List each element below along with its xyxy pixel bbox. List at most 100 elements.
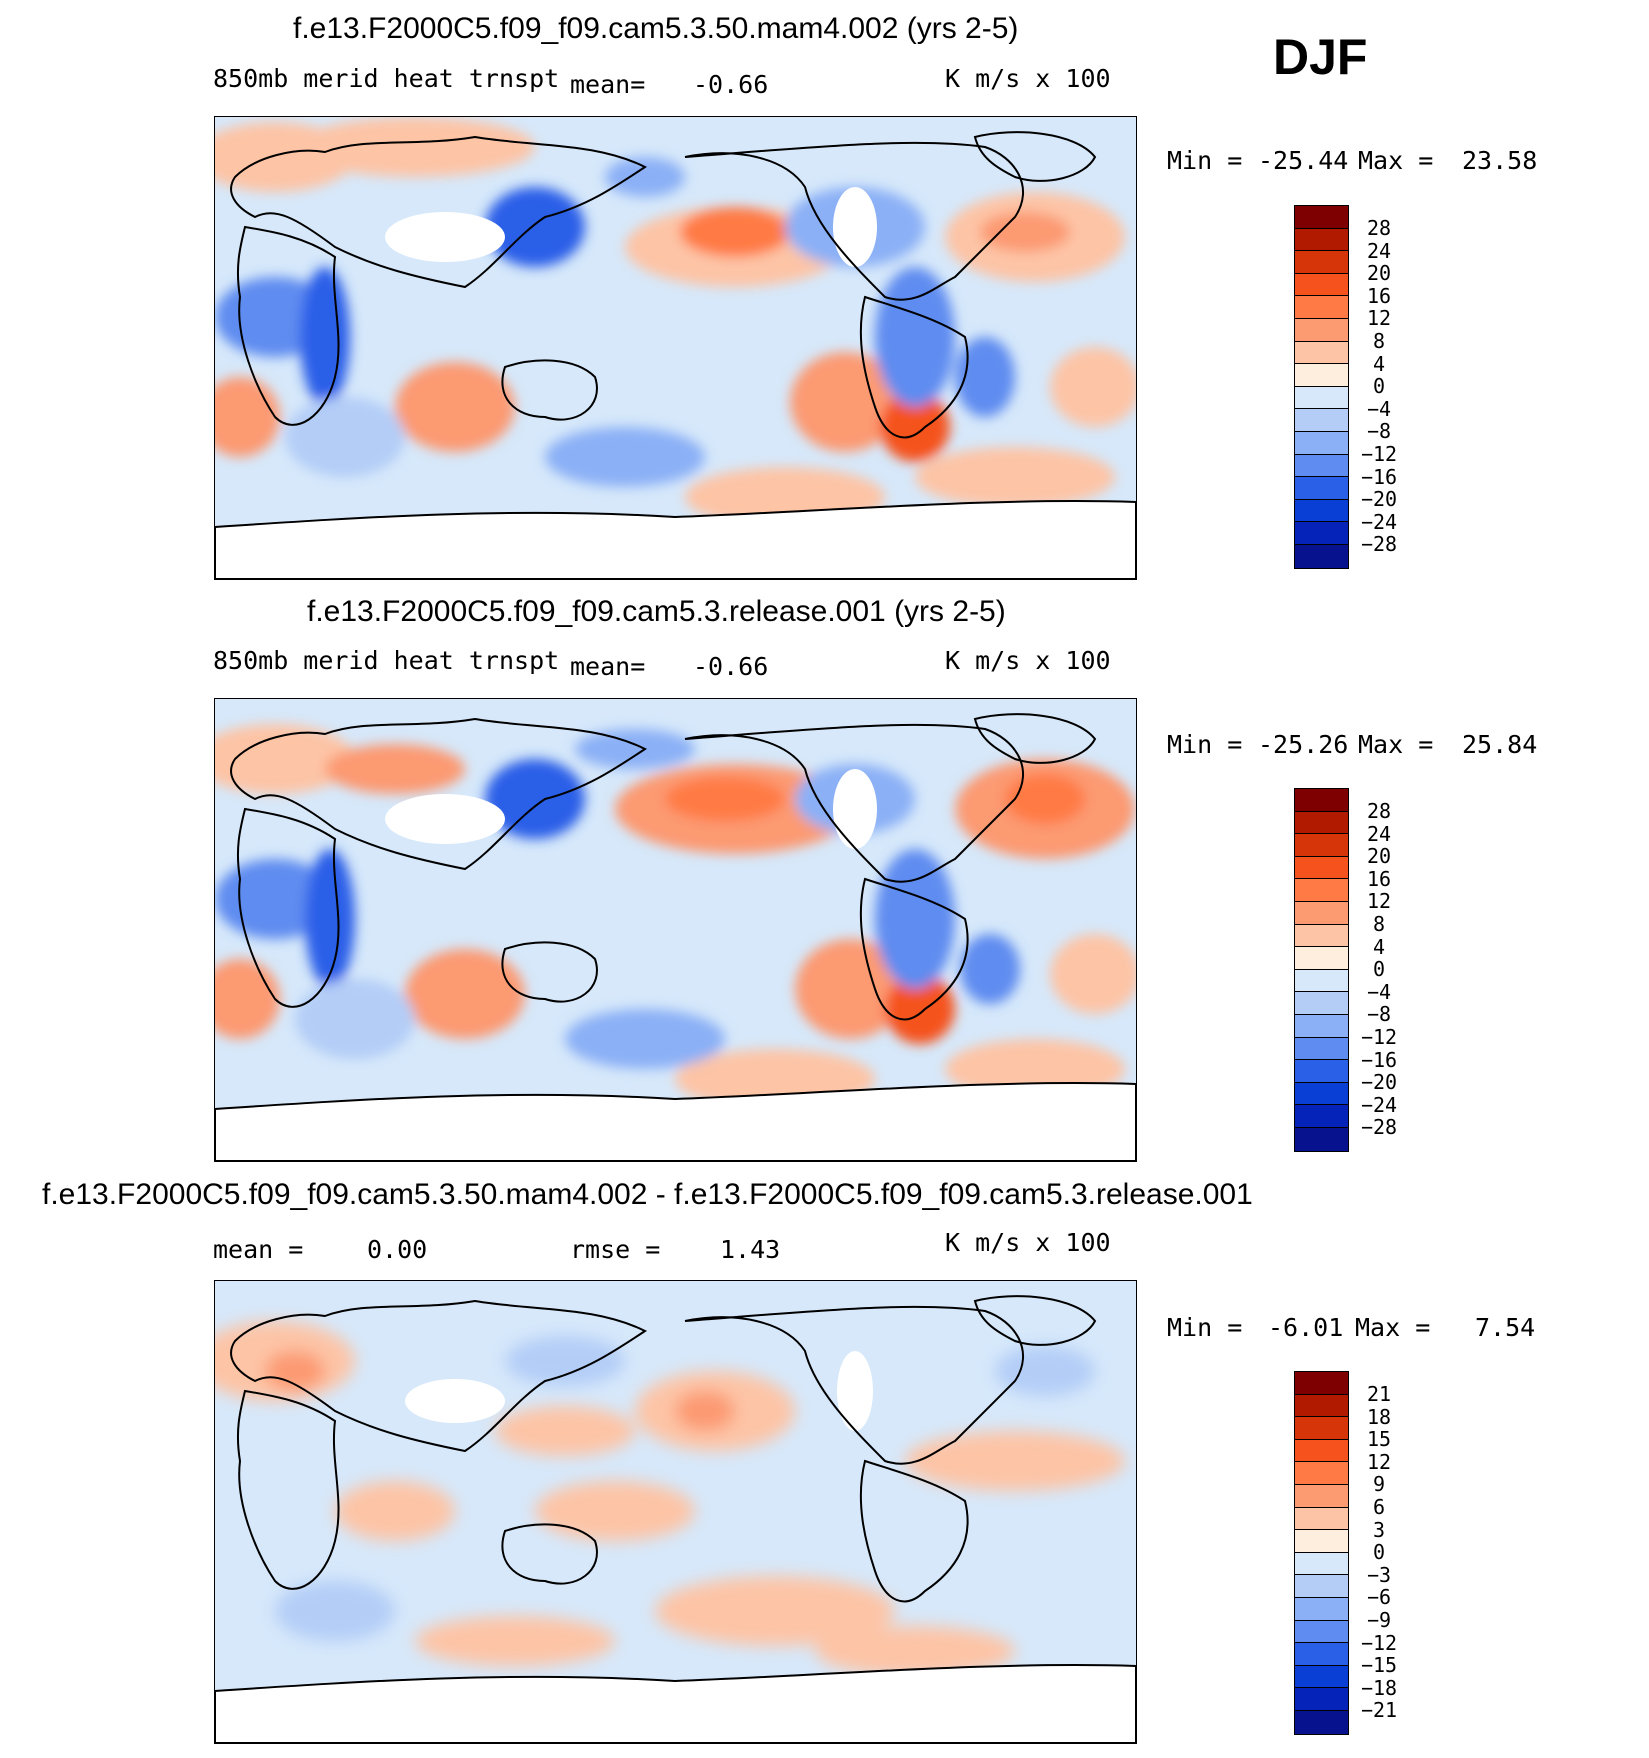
- colorbar-tick-label: 0: [1372, 374, 1386, 399]
- colorbar-swatch: [1295, 1665, 1348, 1689]
- panel-2-map-svg: [215, 699, 1136, 1161]
- colorbar-tick-label: 8: [1372, 328, 1386, 353]
- colorbar-tick-label: −21: [1360, 1698, 1398, 1723]
- panel-3-map: [214, 1280, 1137, 1744]
- colorbar-swatch: [1295, 1060, 1348, 1083]
- panel-3-mean-label: mean =: [213, 1235, 304, 1264]
- colorbar-swatch: [1295, 1462, 1348, 1485]
- colorbar-swatch: [1295, 431, 1348, 455]
- colorbar-tick-label: 28: [1366, 216, 1392, 240]
- colorbar-tick-label: 12: [1366, 889, 1392, 914]
- colorbar-swatch: [1295, 386, 1348, 410]
- colorbar-swatch: [1295, 1014, 1348, 1038]
- colorbar-swatch: [1295, 296, 1348, 319]
- colorbar-swatch: [1295, 879, 1348, 902]
- panel-2-max-value: 25.84: [1462, 730, 1538, 759]
- panel-2-min-value: -25.26: [1258, 730, 1349, 759]
- colorbar-tick-label: 12: [1366, 306, 1392, 331]
- colorbar-tick-label: 28: [1366, 799, 1392, 823]
- colorbar-swatch: [1295, 969, 1348, 993]
- colorbar-swatch: [1295, 1372, 1348, 1395]
- colorbar-swatch: [1295, 1082, 1348, 1106]
- colorbar-swatch: [1295, 454, 1348, 478]
- colorbar-swatch: [1295, 1688, 1348, 1711]
- panel-2-colorbar: [1294, 788, 1349, 1152]
- colorbar-tick-label: −28: [1360, 1115, 1398, 1140]
- colorbar-swatch: [1295, 409, 1348, 432]
- panel-3-rmse-value: 1.43: [720, 1235, 781, 1264]
- panel-2-units: K m/s x 100: [945, 646, 1111, 675]
- colorbar-tick-label: 21: [1366, 1382, 1392, 1406]
- panel-1-colorbar-ticks: 28 24 20 16 12 8 4 0 −4 −8 −12 −16 −20 −24 −28: [1361, 218, 1404, 557]
- colorbar-tick-label: 24: [1366, 821, 1392, 846]
- colorbar-swatch: [1295, 341, 1348, 365]
- colorbar-swatch: [1295, 1552, 1348, 1576]
- colorbar-tick-label: 4: [1372, 934, 1386, 959]
- colorbar-tick-label: −4: [1366, 396, 1392, 421]
- colorbar-tick-label: 20: [1366, 261, 1392, 286]
- panel-2-field-label: 850mb merid heat trnspt: [213, 646, 560, 675]
- panel-3-colorbar: [1294, 1371, 1349, 1735]
- colorbar-tick-label: 18: [1366, 1404, 1392, 1429]
- panel-3-map-svg: [215, 1281, 1136, 1743]
- colorbar-tick-label: −8: [1366, 419, 1392, 444]
- colorbar-swatch: [1295, 947, 1348, 970]
- colorbar-tick-label: −20: [1360, 1070, 1398, 1095]
- season-label: DJF: [1273, 29, 1368, 85]
- colorbar-tick-label: −12: [1360, 441, 1398, 466]
- colorbar-swatch: [1295, 1597, 1348, 1621]
- colorbar-swatch: [1295, 1575, 1348, 1598]
- colorbar-tick-label: −12: [1360, 1630, 1398, 1655]
- colorbar-tick-label: 0: [1372, 957, 1386, 982]
- colorbar-tick-label: −4: [1366, 979, 1392, 1004]
- colorbar-tick-label: −3: [1366, 1562, 1392, 1587]
- colorbar-swatch: [1295, 1105, 1348, 1128]
- colorbar-swatch: [1295, 834, 1348, 857]
- panel-2-min-label: Min =: [1167, 730, 1243, 759]
- colorbar-tick-label: −16: [1360, 464, 1398, 489]
- colorbar-swatch: [1295, 789, 1348, 812]
- colorbar-tick-label: 9: [1372, 1472, 1386, 1497]
- colorbar-swatch: [1295, 318, 1348, 342]
- colorbar-swatch: [1295, 1037, 1348, 1061]
- colorbar-swatch: [1295, 1643, 1348, 1666]
- colorbar-swatch: [1295, 273, 1348, 297]
- panel-1-map: [214, 116, 1137, 580]
- panel-1-mean-label: mean=: [570, 70, 646, 99]
- colorbar-tick-label: −28: [1360, 532, 1398, 557]
- panel-1-colorbar: [1294, 205, 1349, 569]
- colorbar-swatch: [1295, 856, 1348, 880]
- colorbar-tick-label: −15: [1360, 1653, 1398, 1678]
- colorbar-swatch: [1295, 522, 1348, 545]
- colorbar-tick-label: −18: [1360, 1675, 1398, 1700]
- colorbar-tick-label: 16: [1366, 866, 1392, 891]
- colorbar-swatch: [1295, 1127, 1348, 1151]
- panel-1-mean-value: -0.66: [693, 70, 769, 99]
- panel-3-title: f.e13.F2000C5.f09_f09.cam5.3.50.mam4.002…: [42, 1178, 1253, 1211]
- colorbar-swatch: [1295, 1507, 1348, 1531]
- colorbar-swatch: [1295, 811, 1348, 835]
- panel-3-min-value: -6.01: [1268, 1313, 1344, 1342]
- panel-2-mean-value: -0.66: [693, 652, 769, 681]
- panel-1-min-label: Min =: [1167, 146, 1243, 175]
- colorbar-tick-label: −16: [1360, 1047, 1398, 1072]
- colorbar-tick-label: 4: [1372, 351, 1386, 376]
- panel-3-colorbar-ticks: 21 18 15 12 9 6 3 0 −3 −6 −9 −12 −15 −18 −21: [1361, 1384, 1404, 1723]
- colorbar-swatch: [1295, 1710, 1348, 1734]
- colorbar-tick-label: −6: [1366, 1585, 1392, 1610]
- panel-2-colorbar-ticks: 28 24 20 16 12 8 4 0 −4 −8 −12 −16 −20 −24 −28: [1361, 801, 1404, 1140]
- panel-2-title: f.e13.F2000C5.f09_f09.cam5.3.release.001…: [307, 595, 1006, 628]
- panel-1-max-label: Max =: [1358, 146, 1434, 175]
- colorbar-tick-label: 24: [1366, 238, 1392, 263]
- colorbar-tick-label: 20: [1366, 844, 1392, 869]
- panel-2-map: [214, 698, 1137, 1162]
- panel-1-units: K m/s x 100: [945, 64, 1111, 93]
- panel-3-mean-value: 0.00: [367, 1235, 428, 1264]
- colorbar-tick-label: −24: [1360, 1092, 1398, 1117]
- panel-1-map-svg: [215, 117, 1136, 579]
- colorbar-tick-label: −9: [1366, 1607, 1392, 1632]
- colorbar-swatch: [1295, 1439, 1348, 1463]
- colorbar-swatch: [1295, 1417, 1348, 1440]
- panel-1-max-value: 23.58: [1462, 146, 1538, 175]
- panel-1-title: f.e13.F2000C5.f09_f09.cam5.3.50.mam4.002…: [293, 12, 1019, 45]
